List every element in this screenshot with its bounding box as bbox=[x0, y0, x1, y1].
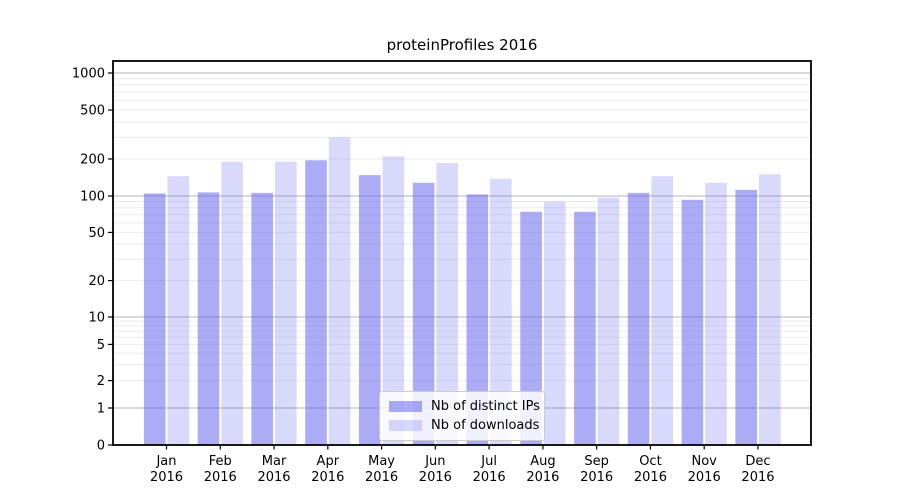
y-tick-label: 1000 bbox=[72, 67, 105, 82]
bar-ips-aug bbox=[520, 211, 542, 445]
plot-border bbox=[112, 60, 812, 446]
y-tick-label: 10 bbox=[88, 311, 105, 326]
x-tick-label-year: 2016 bbox=[688, 470, 721, 485]
x-tick-label-year: 2016 bbox=[473, 470, 506, 485]
chart-title: proteinProfiles 2016 bbox=[386, 36, 538, 54]
bar-downloads-apr bbox=[328, 137, 351, 446]
y-tick-label: 5 bbox=[97, 338, 105, 353]
legend: Nb of distinct IPs Nb of downloads bbox=[379, 391, 545, 441]
x-tick-label-month: Apr bbox=[317, 454, 340, 469]
x-tick-label-year: 2016 bbox=[419, 470, 452, 485]
bar-downloads-nov bbox=[705, 182, 727, 446]
x-tick-label-month: Jun bbox=[424, 454, 445, 469]
y-tick-label: 0 bbox=[97, 439, 105, 454]
bar-downloads-jan bbox=[167, 176, 190, 445]
x-tick-label-year: 2016 bbox=[365, 470, 398, 485]
x-tick-label-month: Oct bbox=[639, 454, 661, 469]
bar-ips-jan bbox=[143, 193, 166, 445]
legend-label-distinct-ips: Nb of distinct IPs bbox=[431, 399, 540, 414]
bar-ips-feb bbox=[197, 192, 220, 445]
bar-ips-sep bbox=[574, 211, 596, 445]
bar-downloads-dec bbox=[759, 174, 781, 446]
x-tick-label-month: Jul bbox=[480, 454, 497, 469]
y-tick-label: 200 bbox=[80, 152, 105, 167]
bar-downloads-aug bbox=[543, 201, 566, 445]
bar-downloads-oct bbox=[651, 176, 673, 445]
bar-downloads-mar bbox=[275, 161, 297, 445]
legend-swatch-distinct-ips bbox=[389, 401, 422, 412]
bar-ips-may bbox=[359, 175, 381, 445]
x-tick-label-month: Sep bbox=[584, 454, 609, 469]
bar-ips-nov bbox=[681, 199, 704, 445]
bar-ips-oct bbox=[627, 192, 650, 445]
y-tick-label: 1 bbox=[97, 402, 105, 417]
x-tick-label-month: Nov bbox=[692, 454, 718, 469]
x-tick-label-month: Mar bbox=[262, 454, 287, 469]
legend-swatch-downloads bbox=[389, 420, 422, 431]
bar-downloads-may bbox=[382, 156, 405, 445]
bar-downloads-feb bbox=[221, 161, 243, 445]
x-tick-label-month: Feb bbox=[209, 454, 232, 469]
bar-ips-dec bbox=[735, 189, 757, 445]
x-tick-label-month: Dec bbox=[745, 454, 770, 469]
x-tick-label-year: 2016 bbox=[311, 470, 344, 485]
x-tick-label-month: May bbox=[368, 454, 395, 469]
y-tick-label: 20 bbox=[88, 274, 105, 289]
y-tick-label: 2 bbox=[97, 374, 105, 389]
bar-downloads-jun bbox=[436, 163, 458, 445]
bar-downloads-jul bbox=[490, 178, 512, 446]
legend-entry-downloads: Nb of downloads bbox=[389, 416, 539, 435]
x-tick-label-year: 2016 bbox=[634, 470, 667, 485]
x-tick-label-month: Aug bbox=[530, 454, 555, 469]
y-tick-label: 100 bbox=[80, 190, 105, 205]
bar-ips-mar bbox=[251, 192, 273, 445]
x-tick-label-year: 2016 bbox=[150, 470, 183, 485]
bar-ips-jun bbox=[412, 182, 435, 446]
x-tick-label-year: 2016 bbox=[257, 470, 290, 485]
x-tick-label-year: 2016 bbox=[526, 470, 559, 485]
bar-ips-apr bbox=[305, 160, 327, 446]
y-tick-label: 500 bbox=[80, 104, 105, 119]
x-tick-label-month: Jan bbox=[155, 454, 176, 469]
x-tick-label-year: 2016 bbox=[580, 470, 613, 485]
x-tick-label-year: 2016 bbox=[741, 470, 774, 485]
x-tick-label-year: 2016 bbox=[204, 470, 237, 485]
bar-ips-jul bbox=[466, 194, 489, 445]
y-tick-label: 50 bbox=[88, 226, 105, 241]
bar-downloads-sep bbox=[597, 197, 620, 445]
legend-entry-distinct-ips: Nb of distinct IPs bbox=[389, 397, 540, 416]
legend-label-downloads: Nb of downloads bbox=[431, 418, 540, 433]
